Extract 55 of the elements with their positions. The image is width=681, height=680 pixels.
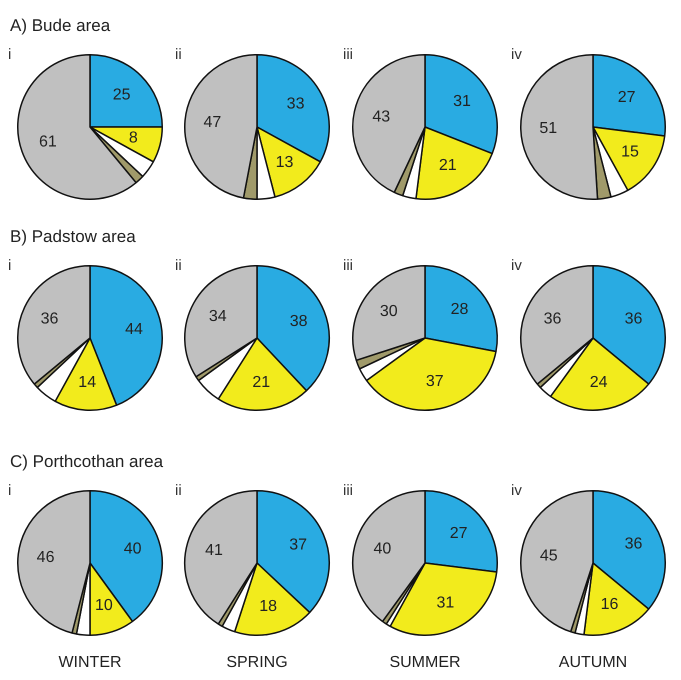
chart-title: iii — [343, 482, 353, 499]
data-label: 16 — [600, 596, 618, 614]
text: B) Padstow area — [10, 227, 136, 247]
chart-title: ii — [175, 257, 182, 274]
data-label: 36 — [624, 535, 643, 552]
data-label: 8 — [128, 130, 138, 147]
data-label: 27 — [618, 88, 636, 106]
text: AUTUMN — [558, 654, 628, 672]
data-label: 30 — [380, 303, 398, 320]
data-label: 14 — [78, 374, 96, 392]
text: WINTER — [57, 654, 123, 672]
data-label: 41 — [205, 542, 223, 559]
chart-title: ii — [175, 46, 182, 63]
data-label: 15 — [621, 144, 640, 161]
data-label: 36 — [544, 310, 562, 328]
data-label: 34 — [208, 308, 227, 325]
data-label: 43 — [372, 108, 390, 126]
data-label: 24 — [590, 374, 608, 391]
chart-title: iv — [511, 257, 522, 274]
data-label: 25 — [112, 86, 131, 104]
data-label: 45 — [540, 547, 558, 564]
chart-title: i — [8, 482, 12, 499]
data-label: 46 — [36, 548, 55, 566]
chart-title: iii — [343, 257, 353, 274]
data-label: 21 — [252, 374, 270, 391]
data-label: 40 — [124, 540, 142, 558]
chart-title: i — [8, 257, 12, 274]
chart-title: iv — [511, 482, 522, 499]
data-label: 61 — [38, 134, 57, 151]
data-label: 40 — [374, 540, 392, 558]
data-label: 37 — [426, 373, 444, 390]
data-label: 36 — [40, 310, 58, 328]
data-label: 44 — [125, 321, 143, 338]
data-label: 13 — [276, 154, 294, 171]
text: C) Porthcothan area — [10, 452, 164, 472]
data-label: 27 — [450, 524, 468, 542]
data-label: 38 — [290, 312, 308, 330]
data-label: 28 — [450, 300, 469, 318]
data-label: 36 — [624, 310, 643, 328]
data-label: 33 — [286, 96, 305, 113]
data-label: 31 — [453, 93, 472, 110]
data-label: 31 — [436, 594, 454, 612]
data-label: 37 — [289, 536, 308, 554]
chart-title: ii — [175, 482, 182, 499]
chart-title: i — [8, 46, 12, 63]
text: SPRING — [225, 654, 289, 672]
chart-title: iii — [343, 46, 353, 63]
data-label: 10 — [94, 597, 113, 614]
chart-title: iv — [511, 46, 522, 63]
data-label: 21 — [438, 156, 457, 174]
data-label: 47 — [204, 114, 222, 132]
data-label: 18 — [259, 598, 278, 615]
text: SUMMER — [388, 654, 462, 672]
text: A) Bude area — [10, 16, 110, 36]
data-label: 51 — [539, 120, 558, 137]
